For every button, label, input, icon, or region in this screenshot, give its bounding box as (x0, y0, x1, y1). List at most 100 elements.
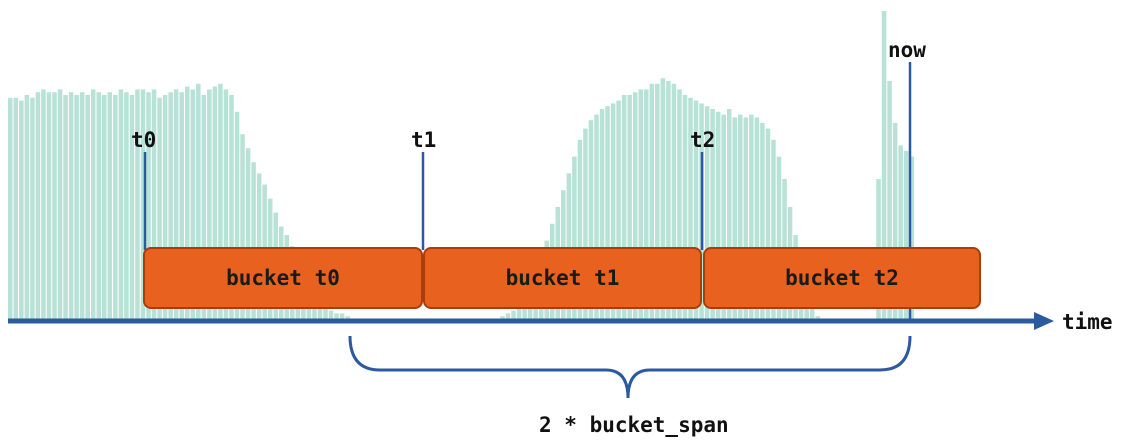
histogram-bar (743, 117, 749, 320)
histogram-bar (721, 114, 726, 319)
histogram-bar (96, 92, 102, 319)
histogram-bar (583, 128, 588, 319)
histogram-bar (815, 316, 820, 319)
histogram-bar (102, 95, 107, 319)
label-now: now (888, 38, 926, 62)
histogram-bar (710, 109, 715, 319)
histogram-bar (754, 117, 760, 320)
histogram-bar (566, 173, 572, 319)
histogram-bar (229, 95, 234, 319)
histogram-bar (677, 89, 682, 320)
time-axis-arrowhead (1034, 312, 1054, 330)
histogram-bar (704, 106, 710, 319)
histogram-bar (898, 145, 903, 319)
histogram-bar (887, 81, 892, 319)
histogram-bar (666, 81, 671, 319)
histogram-bar (599, 109, 605, 319)
histogram-bar (212, 86, 218, 319)
histogram-bar (345, 316, 350, 319)
histogram-bar (79, 92, 85, 319)
bucket-t1: bucket t1 (423, 247, 702, 309)
histogram-bar (660, 78, 666, 319)
histogram-bar (693, 100, 699, 319)
histogram-bar (57, 89, 63, 320)
histogram-bar (892, 123, 898, 319)
histogram-bar (776, 156, 782, 319)
histogram-bar (162, 95, 168, 319)
histogram-bar (644, 89, 649, 320)
histogram-bar (616, 100, 621, 319)
histogram-bar (649, 83, 655, 319)
histogram-bar (588, 120, 594, 319)
histogram-bar (511, 310, 516, 319)
histogram-bar (505, 313, 511, 319)
histogram-bar (671, 83, 677, 319)
label-t0: t0 (131, 128, 157, 152)
histogram-bar (107, 92, 113, 319)
histogram-bar (52, 92, 57, 319)
bucket-t2: bucket t2 (703, 247, 981, 309)
histogram-bar (732, 117, 738, 320)
histogram-bar (323, 305, 328, 319)
histogram-bar (85, 95, 90, 319)
histogram-bar (738, 114, 743, 319)
histogram-bar (201, 95, 207, 319)
histogram-bar (140, 89, 146, 320)
histogram-bar (223, 89, 229, 320)
histogram-bar (251, 162, 256, 319)
histogram-bar (500, 316, 505, 319)
histogram-bar (688, 97, 693, 319)
histogram-bar (30, 97, 35, 319)
histogram-bar (173, 89, 179, 320)
histogram-bar (13, 97, 19, 319)
histogram-bar (771, 139, 776, 319)
span-brace (348, 335, 912, 399)
histogram-bar (68, 92, 74, 319)
histogram-bar (151, 89, 157, 320)
histogram-bar (19, 100, 24, 319)
histogram-bar (317, 299, 323, 319)
histogram-bar (168, 92, 173, 319)
bucket-t0: bucket t0 (143, 247, 423, 309)
histogram-bar (621, 95, 627, 319)
histogram-bar (516, 305, 522, 319)
histogram-bar (24, 95, 30, 319)
label-bucket-span: 2 * bucket_span (539, 413, 729, 437)
histogram-bar (196, 83, 201, 319)
histogram-bar (157, 97, 162, 319)
histogram-bar (577, 139, 583, 319)
histogram-bar (903, 151, 909, 319)
histogram-bar (184, 86, 190, 319)
histogram-bar (749, 114, 754, 319)
histogram-bar (35, 92, 41, 319)
histogram-bar (572, 156, 577, 319)
histogram-bar (328, 310, 334, 319)
histogram-bar (118, 89, 124, 320)
histogram-bar (179, 92, 184, 319)
histogram-bar (207, 89, 212, 320)
histogram-bar (809, 307, 815, 319)
histogram-bar (334, 313, 339, 319)
histogram-bar (715, 111, 721, 319)
histogram-bar (240, 134, 245, 319)
histogram-bar (245, 148, 251, 319)
histogram-bar (74, 95, 79, 319)
histogram-bar (234, 111, 240, 319)
histogram-bar (627, 95, 632, 319)
histogram-bar (655, 83, 660, 319)
histogram-bar (113, 95, 118, 319)
label-t2: t2 (690, 128, 716, 152)
histogram-bar (610, 103, 616, 320)
histogram-bar (63, 95, 68, 319)
histogram-bar (46, 92, 52, 319)
histogram-bar (218, 83, 223, 319)
histogram-bar (594, 114, 599, 319)
histogram-bar (632, 92, 638, 319)
label-time: time (1062, 310, 1113, 334)
histogram-bar (129, 95, 135, 319)
histogram-bar (8, 97, 13, 319)
histogram-bar (605, 106, 610, 319)
histogram-bar (682, 95, 688, 319)
